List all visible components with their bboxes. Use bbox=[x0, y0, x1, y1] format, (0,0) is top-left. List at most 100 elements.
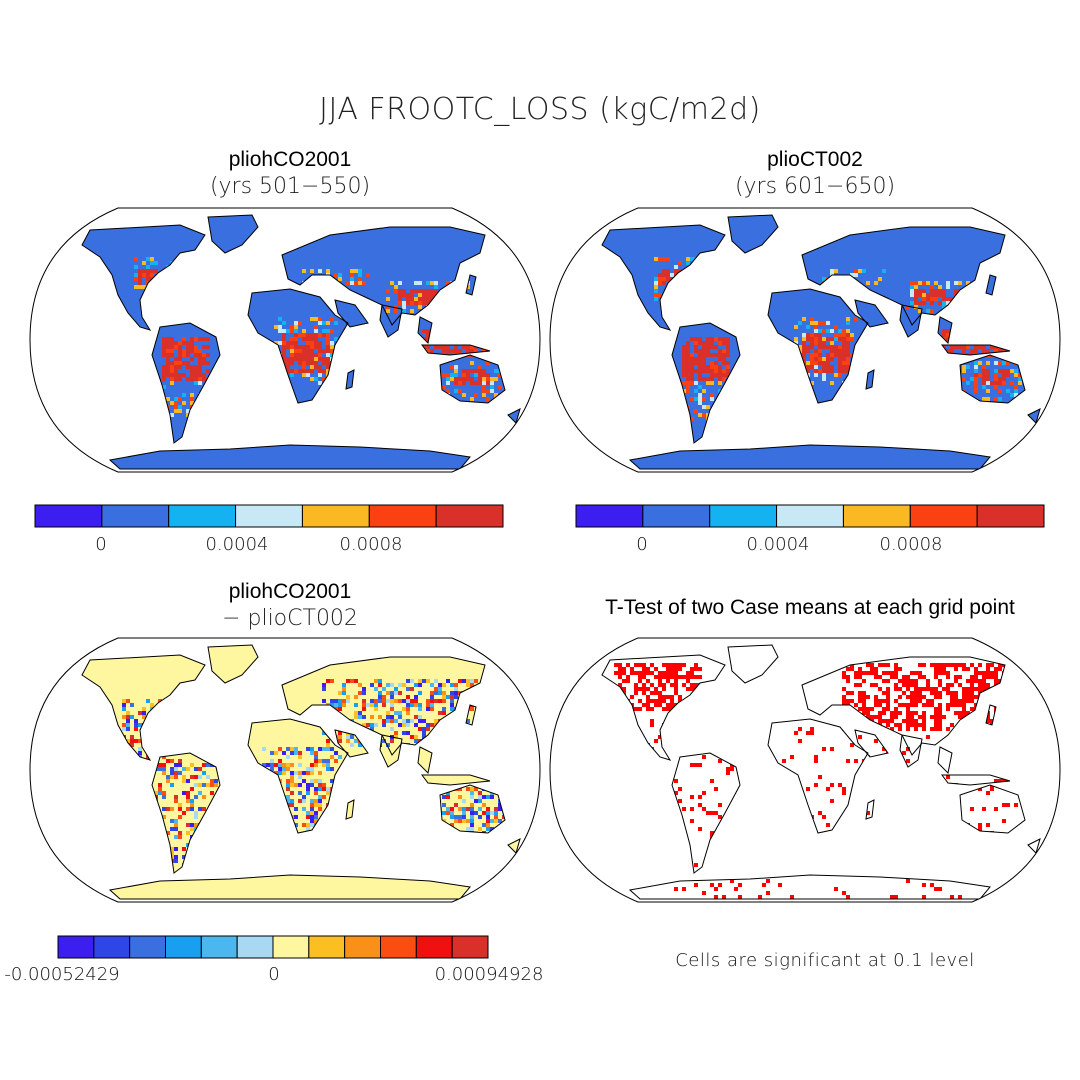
coastline-southAmerica bbox=[671, 752, 741, 874]
panel2-title: plioCT002 bbox=[767, 148, 863, 171]
land-india bbox=[380, 305, 402, 337]
coastline-indonesia bbox=[421, 344, 491, 356]
colorbar-swatch bbox=[101, 504, 170, 528]
coastline-africa bbox=[247, 718, 349, 834]
colorbar-swatch bbox=[575, 504, 644, 528]
map-panel-3 bbox=[29, 637, 541, 903]
cb3-label-0: -0.00052429 bbox=[4, 964, 120, 985]
colorbar-swatch bbox=[236, 935, 274, 959]
map-panel-1 bbox=[29, 207, 541, 473]
coastline-madagascar bbox=[865, 799, 875, 820]
coastline-seAsia bbox=[417, 316, 433, 345]
coastline-australia bbox=[959, 784, 1026, 834]
coastline-nz bbox=[507, 408, 521, 424]
land-seAsia bbox=[418, 747, 432, 773]
colorbar-swatch bbox=[235, 504, 303, 528]
map-frame bbox=[549, 637, 1061, 903]
coastline-nz bbox=[507, 838, 521, 854]
land-greenland bbox=[728, 215, 778, 253]
cb1-label-2: 0.0008 bbox=[339, 534, 403, 555]
colorbar-swatch bbox=[168, 504, 237, 528]
land-japan bbox=[986, 275, 996, 295]
land-greenland bbox=[208, 215, 258, 253]
coastline-nz bbox=[1027, 408, 1041, 424]
coastline-greenland bbox=[727, 214, 779, 254]
colorbar-swatch bbox=[842, 504, 911, 528]
colorbar-swatch bbox=[93, 935, 131, 959]
coastline-japan bbox=[985, 704, 997, 726]
colorbar-swatch bbox=[272, 935, 310, 959]
coastline-arabia bbox=[854, 299, 889, 328]
colorbar-swatch bbox=[129, 935, 166, 959]
coastline-nz bbox=[1027, 838, 1041, 854]
cb1-label-0: 0 bbox=[95, 534, 107, 555]
coastline-australia bbox=[959, 354, 1026, 404]
land-antarctica bbox=[630, 445, 990, 469]
map-panel-4 bbox=[549, 637, 1061, 903]
panel1-subtitle: (yrs 501−550) bbox=[209, 174, 371, 199]
map-frame bbox=[549, 207, 1061, 473]
panel2-subtitle: (yrs 601−650) bbox=[734, 174, 896, 199]
coastline-greenland bbox=[727, 644, 779, 684]
cb1-label-1: 0.0004 bbox=[205, 534, 269, 555]
cb3-label-2: 0.00094928 bbox=[434, 964, 544, 985]
cb2-label-0: 0 bbox=[636, 534, 648, 555]
cb2-label-2: 0.0008 bbox=[879, 534, 943, 555]
land-antarctica bbox=[110, 445, 470, 469]
coastline-antarctica bbox=[628, 444, 991, 470]
map-frame bbox=[29, 207, 541, 473]
coastline-arabia bbox=[334, 299, 369, 328]
colorbar-swatch bbox=[909, 504, 978, 528]
land-northAmerica bbox=[82, 225, 205, 330]
panel1-title: pliohCO2001 bbox=[228, 148, 352, 171]
coastline-africa bbox=[247, 288, 349, 404]
colorbar-swatch bbox=[776, 504, 844, 528]
coastline-australia bbox=[439, 354, 506, 404]
coastline-northAmerica bbox=[601, 654, 726, 761]
land-greenland bbox=[208, 645, 258, 683]
coastline-southAmerica bbox=[151, 322, 221, 444]
panel3-title: pliohCO2001 bbox=[228, 580, 352, 603]
coastline-india bbox=[379, 304, 403, 338]
colorbar-swatch bbox=[435, 504, 504, 528]
coastline-northAmerica bbox=[81, 654, 206, 761]
coastline-indonesia bbox=[941, 774, 1011, 786]
coastline-indonesia bbox=[941, 344, 1011, 356]
coastline-australia bbox=[439, 784, 506, 834]
land-antarctica bbox=[110, 875, 470, 899]
coastline-antarctica bbox=[628, 874, 991, 900]
coastline-japan bbox=[985, 274, 997, 296]
colorbar-swatch bbox=[642, 504, 711, 528]
coastline-indonesia bbox=[421, 774, 491, 786]
colorbar-panel1 bbox=[34, 504, 504, 528]
colorbar-swatch bbox=[57, 935, 95, 959]
coastline-northAmerica bbox=[81, 224, 206, 331]
panel4-title: T-Test of two Case means at each grid po… bbox=[605, 596, 1015, 619]
panel3-subtitle: − plioCT002 bbox=[222, 606, 358, 631]
land-eurasia bbox=[282, 227, 485, 325]
coastline-greenland bbox=[207, 644, 259, 684]
colorbar-swatch bbox=[415, 935, 453, 959]
coastline-southAmerica bbox=[671, 322, 741, 444]
coastline-seAsia bbox=[937, 746, 953, 775]
land-arabia bbox=[855, 300, 888, 327]
coastline-eurasia bbox=[281, 656, 486, 756]
map-panel-2 bbox=[549, 207, 1061, 473]
figure-title: JJA FROOTC_LOSS (kgC/m2d) bbox=[319, 92, 761, 127]
coastline-antarctica bbox=[108, 444, 471, 470]
colorbar-swatch bbox=[368, 504, 437, 528]
coastline-eurasia bbox=[281, 226, 486, 326]
colorbar-swatch bbox=[34, 504, 103, 528]
cb3-label-1: 0 bbox=[268, 964, 280, 985]
coastline-madagascar bbox=[345, 799, 355, 820]
coastline-africa bbox=[767, 718, 869, 834]
colorbar-swatch bbox=[301, 504, 370, 528]
cb2-label-1: 0.0004 bbox=[746, 534, 810, 555]
significance-note: Cells are significant at 0.1 level bbox=[675, 950, 975, 971]
colorbar-panel2 bbox=[575, 504, 1045, 528]
coastline-eurasia bbox=[801, 656, 1006, 756]
colorbar-swatch bbox=[200, 935, 238, 959]
colorbar-swatch bbox=[308, 935, 346, 959]
colorbar-panel3 bbox=[57, 935, 489, 959]
colorbar-swatch bbox=[344, 935, 381, 959]
